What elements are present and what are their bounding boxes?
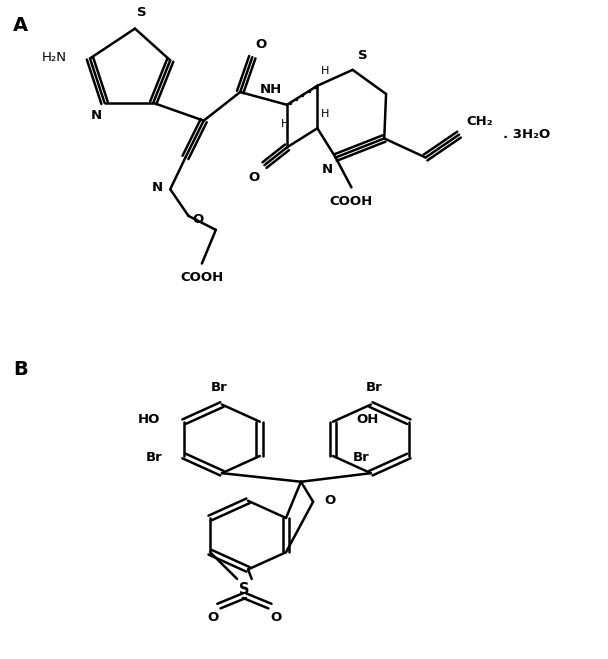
Text: O: O — [192, 213, 204, 226]
Text: COOH: COOH — [180, 271, 224, 284]
Text: N: N — [91, 109, 102, 122]
Text: H: H — [281, 119, 289, 129]
Text: N: N — [152, 181, 163, 194]
Text: B: B — [13, 360, 28, 379]
Text: O: O — [324, 494, 336, 507]
Text: N: N — [322, 163, 333, 175]
Text: NH: NH — [260, 83, 282, 96]
Text: S: S — [137, 6, 147, 19]
Text: . 3H₂O: . 3H₂O — [503, 128, 551, 141]
Text: O: O — [271, 611, 282, 624]
Text: S: S — [358, 49, 367, 62]
Text: H: H — [321, 109, 330, 119]
Text: COOH: COOH — [330, 195, 373, 208]
Text: Br: Br — [146, 451, 163, 465]
Text: S: S — [239, 583, 250, 598]
Text: OH: OH — [356, 413, 378, 426]
Text: A: A — [13, 16, 29, 35]
Text: Br: Br — [353, 451, 370, 465]
Text: HO: HO — [137, 413, 160, 426]
Text: O: O — [207, 611, 218, 624]
Text: CH₂: CH₂ — [466, 115, 493, 129]
Text: O: O — [255, 38, 267, 51]
Text: H: H — [321, 65, 330, 76]
Text: H₂N: H₂N — [42, 51, 67, 64]
Text: O: O — [248, 171, 260, 185]
Text: Br: Br — [210, 381, 227, 394]
Text: Br: Br — [365, 381, 382, 394]
